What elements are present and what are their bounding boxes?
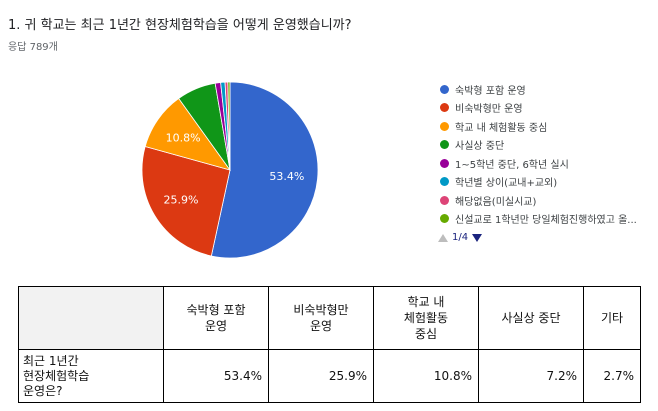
legend-label: 신설교로 1학년만 당일체험진행하였고 올... [455, 215, 637, 227]
pie-slice[interactable] [227, 81, 231, 171]
table-header: 비숙박형만 운영 [268, 286, 374, 350]
table-header: 기타 [583, 286, 641, 350]
pie-chart: 53.4% 25.9% 10.8% [141, 81, 319, 259]
legend-label: 1~5학년 중단, 6학년 실시 [455, 159, 569, 171]
table-header: 숙박형 포함 운영 [163, 286, 269, 350]
table-cell: 53.4% [163, 349, 269, 403]
response-count: 응답 789개 [8, 42, 58, 53]
pie-data-label: 25.9% [164, 194, 199, 207]
legend-next-arrow-icon[interactable] [472, 233, 483, 242]
table-header-row: 숙박형 포함 운영 비숙박형만 운영 학교 내 체험활동 중심 사실상 중단 기타 [18, 286, 641, 350]
table-cell: 10.8% [373, 349, 479, 403]
table-cell: 2.7% [583, 349, 641, 403]
pie-slice[interactable] [141, 146, 231, 257]
legend-swatch-icon [440, 84, 449, 94]
legend-item[interactable]: 비숙박형만 운영 [440, 99, 655, 118]
legend-swatch-icon [440, 121, 449, 131]
pie-data-label: 53.4% [269, 170, 304, 183]
legend-swatch-icon [440, 158, 449, 168]
legend-item[interactable]: 해당없음(미실시교) [440, 191, 655, 210]
legend-label: 학년별 상이(교내+교외) [455, 178, 558, 190]
legend-swatch-icon [440, 214, 449, 224]
legend-label: 학교 내 체험활동 중심 [455, 122, 548, 134]
table-cell: 25.9% [268, 349, 374, 403]
legend-swatch-icon [440, 177, 449, 187]
legend-item[interactable]: 1~5학년 중단, 6학년 실시 [440, 154, 655, 173]
table-row: 최근 1년간 현장체험학습 운영은? 53.4% 25.9% 10.8% 7.2% … [18, 349, 641, 403]
legend-label: 숙박형 포함 운영 [455, 85, 526, 97]
legend-item[interactable]: 사실상 중단 [440, 136, 655, 155]
legend-item[interactable]: 학교 내 체험활동 중심 [440, 117, 655, 136]
summary-table: 숙박형 포함 운영 비숙박형만 운영 학교 내 체험활동 중심 사실상 중단 기타 최근… [18, 286, 641, 403]
legend-label: 비숙박형만 운영 [455, 104, 523, 116]
legend-pager: 1/4 [438, 232, 483, 243]
legend-swatch-icon [440, 195, 449, 205]
legend-prev-arrow-icon[interactable] [438, 233, 448, 242]
legend-swatch-icon [440, 103, 449, 113]
legend-item[interactable]: 학년별 상이(교내+교외) [440, 173, 655, 192]
table-corner-cell [18, 286, 164, 350]
table-header: 학교 내 체험활동 중심 [373, 286, 479, 350]
legend-page-indicator: 1/4 [452, 232, 469, 243]
legend-item[interactable]: 숙박형 포함 운영 [440, 80, 655, 99]
legend-swatch-icon [440, 140, 449, 150]
legend-item[interactable]: 신설교로 1학년만 당일체험진행하였고 올... [440, 210, 655, 229]
legend-label: 사실상 중단 [455, 141, 505, 153]
table-row-label: 최근 1년간 현장체험학습 운영은? [18, 349, 164, 403]
legend-label: 해당없음(미실시교) [455, 196, 537, 208]
table-header: 사실상 중단 [478, 286, 584, 350]
pie-slice[interactable] [210, 81, 319, 259]
question-title: 1. 귀 학교는 최근 1년간 현장체험학습을 어떻게 운영했습니까? [8, 18, 352, 33]
pie-data-label: 10.8% [166, 131, 201, 144]
table-cell: 7.2% [478, 349, 584, 403]
